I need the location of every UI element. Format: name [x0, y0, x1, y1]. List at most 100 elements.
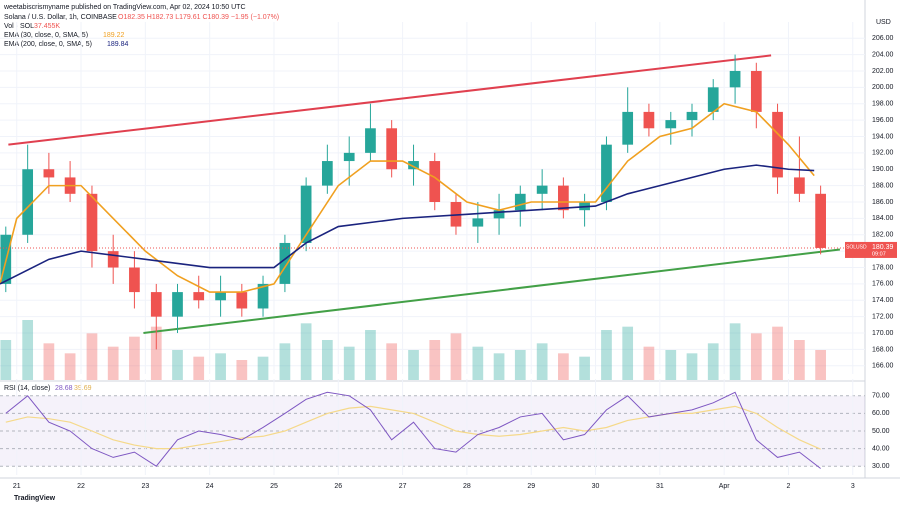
candle-body [343, 152, 355, 162]
volume-bar [193, 356, 205, 380]
candle-body [365, 128, 376, 153]
volume-bar [601, 330, 612, 380]
x-tick-label: 23 [141, 483, 149, 490]
y-tick-label: 198.00 [872, 101, 894, 108]
y-tick-label: 170.00 [872, 330, 894, 337]
x-tick-label: 24 [206, 483, 214, 490]
y-tick-label: 172.00 [872, 314, 894, 321]
candle-body [514, 193, 526, 211]
volume-bar [772, 326, 783, 380]
volume-bar [321, 340, 333, 380]
candle-body [236, 292, 248, 309]
series-line [8, 54, 772, 146]
candle-body [665, 120, 677, 129]
volume-value: 37.455K [34, 23, 60, 30]
x-tick-label: 27 [399, 483, 407, 490]
volume-bar [236, 360, 248, 380]
volume-bar [536, 343, 548, 380]
volume-bar [22, 320, 34, 380]
candle-body [794, 177, 805, 194]
series-line [0, 164, 815, 285]
x-tick-label: 22 [77, 483, 85, 490]
candle-body [622, 111, 634, 145]
volume-bar [643, 346, 655, 380]
x-tick-label: 29 [527, 483, 535, 490]
volume-bar [343, 346, 355, 380]
candle-body [558, 185, 569, 211]
y-tick-label: 30.00 [872, 463, 890, 470]
rsi-title: RSI (14, close) [4, 385, 50, 392]
y-tick-label: 174.00 [872, 297, 894, 304]
candle-body [750, 70, 762, 112]
candle-body [129, 267, 140, 293]
price-pane: 166.00 168.00 170.00 172.00 174.00 176.00 178.… [0, 22, 897, 380]
y-tick-label: 194.00 [872, 133, 894, 140]
y-tick-label: 188.00 [872, 182, 894, 189]
price-label-box [845, 241, 867, 258]
volume-bar [408, 350, 419, 380]
candle-body [729, 70, 741, 88]
candle-body [601, 144, 612, 202]
volume-bar [472, 346, 484, 380]
price-label-symbol: SOLUSD [846, 244, 867, 250]
volume-bar [665, 350, 677, 380]
volume-bar [172, 350, 183, 380]
candle-body [772, 111, 783, 178]
candle-body [107, 251, 119, 268]
x-tick-label: 26 [334, 483, 342, 490]
y-tick-label: 50.00 [872, 428, 890, 435]
volume-bar [579, 356, 590, 380]
volume-bar [622, 326, 634, 380]
volume-bar [729, 323, 741, 380]
y-tick-label: 178.00 [872, 264, 894, 271]
x-tick-label: Apr [719, 483, 731, 490]
y-tick-label: 168.00 [872, 346, 894, 353]
candle-body [321, 161, 333, 186]
y-tick-label: 192.00 [872, 150, 894, 157]
candle-body [215, 292, 226, 301]
legend-entry: EMA (200, close, 0, SMA, 5) [4, 41, 92, 48]
volume-bar [493, 353, 505, 380]
y-tick-label: 40.00 [872, 445, 890, 452]
y-tick-label: 202.00 [872, 68, 894, 75]
candle-body [408, 161, 419, 170]
volume-bar [750, 333, 762, 380]
candle-body [300, 185, 312, 243]
candle-body [43, 169, 55, 178]
y-tick-label: 70.00 [872, 393, 890, 400]
candle-body [536, 185, 548, 194]
candle-body [815, 193, 826, 248]
axis-label: USD [876, 19, 891, 26]
series-line [5, 391, 821, 469]
volume-bar [514, 350, 526, 380]
x-tick-label: 28 [463, 483, 471, 490]
y-tick-label: 190.00 [872, 166, 894, 173]
volume-bar [43, 343, 55, 380]
candle-body [386, 128, 398, 170]
legend-value: 189.84 [107, 41, 129, 48]
candle-body [172, 292, 183, 317]
volume-bar [300, 323, 312, 380]
y-tick-label: 182.00 [872, 232, 894, 239]
candle-body [193, 292, 205, 301]
series-line [143, 248, 841, 335]
x-tick-label: 21 [13, 483, 21, 490]
x-tick-label: 3 [851, 483, 855, 490]
volume-bar [129, 336, 140, 380]
volume-bar [279, 343, 291, 380]
volume-bar [815, 350, 826, 380]
volume-bar [794, 340, 805, 380]
volume-bar [0, 340, 12, 380]
y-tick-label: 186.00 [872, 199, 894, 206]
legend-value: 189.22 [103, 32, 125, 39]
volume-bar [107, 346, 119, 380]
volume-bar [365, 330, 376, 380]
volume-bar [257, 356, 269, 380]
candle-body [429, 161, 441, 202]
legend-entry: EMA (30, close, 0, SMA, 5) [4, 32, 88, 39]
candle-body [686, 111, 698, 121]
candle-body [86, 193, 98, 252]
